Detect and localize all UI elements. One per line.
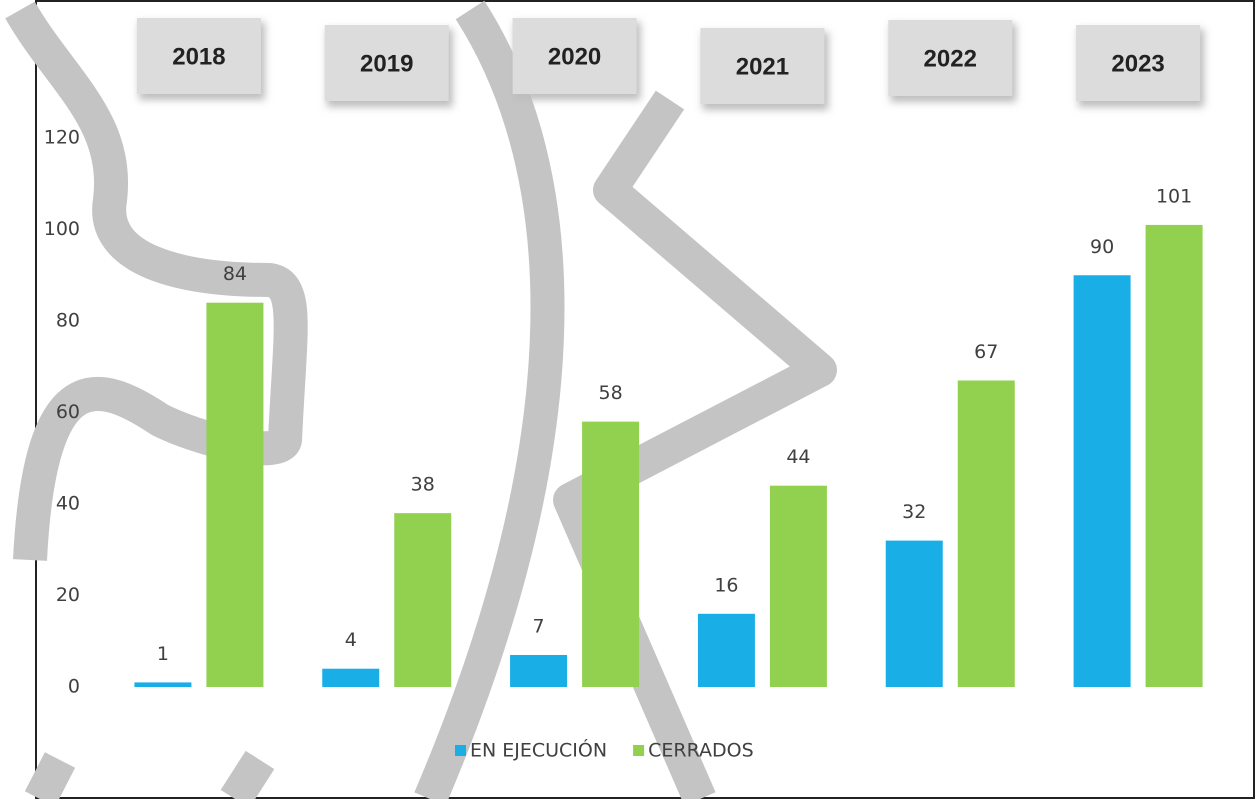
bar bbox=[885, 540, 943, 687]
data-label: 16 bbox=[714, 574, 738, 596]
category-label: 2021 bbox=[736, 53, 789, 80]
bar bbox=[697, 613, 755, 687]
bar bbox=[957, 380, 1015, 687]
y-tick-label: 100 bbox=[44, 218, 80, 240]
year-box bbox=[700, 28, 825, 104]
data-label: 1 bbox=[157, 643, 169, 665]
data-label: 7 bbox=[533, 615, 545, 637]
bar bbox=[134, 682, 192, 687]
year-box bbox=[512, 18, 637, 94]
y-tick-label: 80 bbox=[56, 310, 80, 332]
bar bbox=[1145, 224, 1203, 688]
bar bbox=[582, 421, 640, 687]
data-label: 32 bbox=[902, 501, 926, 523]
data-label: 58 bbox=[598, 382, 622, 404]
y-tick-label: 60 bbox=[56, 401, 80, 423]
category-label: 2022 bbox=[924, 45, 977, 72]
legend-item: CERRADOS bbox=[633, 740, 754, 762]
legend-label: CERRADOS bbox=[648, 740, 754, 762]
bar bbox=[322, 668, 380, 687]
data-label: 67 bbox=[974, 341, 998, 363]
frame bbox=[35, 0, 1255, 799]
y-tick-label: 40 bbox=[56, 493, 80, 515]
bar bbox=[394, 513, 452, 687]
data-label: 90 bbox=[1090, 236, 1114, 258]
y-tick-label: 120 bbox=[44, 127, 80, 149]
category-label: 2018 bbox=[172, 43, 225, 70]
data-label: 84 bbox=[223, 263, 247, 285]
bar bbox=[206, 302, 264, 687]
data-label: 4 bbox=[345, 629, 357, 651]
category-label: 2019 bbox=[360, 50, 413, 77]
legend-swatch bbox=[633, 745, 645, 756]
y-tick-label: 0 bbox=[68, 676, 80, 698]
category-label: 2023 bbox=[1111, 50, 1164, 77]
data-label: 44 bbox=[786, 446, 810, 468]
year-box bbox=[1076, 25, 1201, 101]
data-label: 38 bbox=[411, 474, 435, 496]
category-label: 2020 bbox=[548, 43, 601, 70]
legend-label: EN EJECUCIÓN bbox=[470, 738, 607, 762]
data-label: 101 bbox=[1156, 185, 1192, 207]
year-box bbox=[888, 20, 1013, 96]
year-box bbox=[324, 25, 449, 101]
y-tick-label: 20 bbox=[56, 584, 80, 606]
legend-item: EN EJECUCIÓN bbox=[455, 738, 607, 762]
bar bbox=[1073, 275, 1131, 687]
legend-swatch bbox=[455, 745, 466, 756]
year-boxes: 2018 2019 2020 2021 2022 2023 bbox=[136, 18, 1205, 110]
bar bbox=[510, 654, 568, 687]
year-box bbox=[136, 18, 261, 94]
bar bbox=[769, 485, 827, 687]
